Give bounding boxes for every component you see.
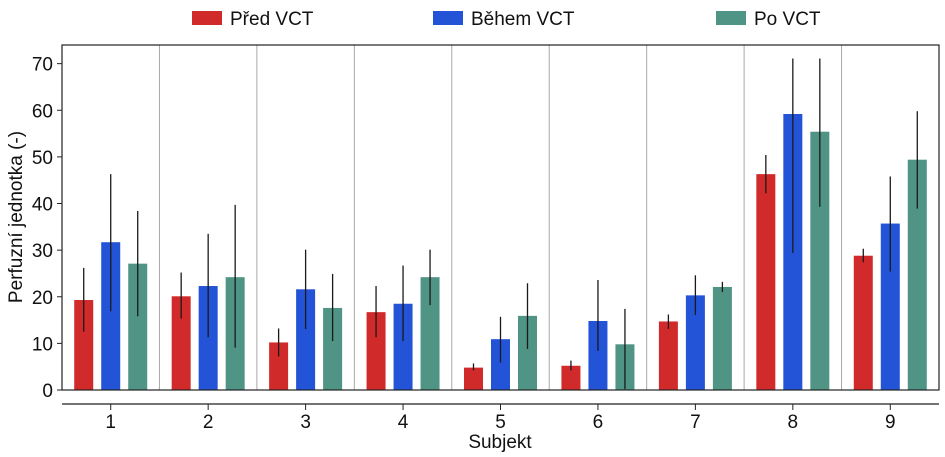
x-tick-label-4: 4: [398, 412, 409, 433]
bar-pred-vct-subjekt-1: [74, 300, 94, 390]
y-axis-title: Perfuzní jednotka (-): [6, 131, 27, 303]
bar-pred-vct-subjekt-5: [464, 367, 483, 390]
bar-behem-vct-subjekt-5: [491, 339, 510, 390]
legend-swatch-po-vct: [716, 11, 746, 25]
legend-swatch-pred-vct: [192, 11, 222, 25]
y-tick-label-20: 20: [32, 288, 53, 309]
bar-po-vct-subjekt-8: [810, 131, 830, 390]
bar-behem-vct-subjekt-4: [393, 303, 413, 390]
x-axis-title: Subjekt: [468, 432, 532, 453]
x-tick-label-2: 2: [203, 412, 214, 433]
bar-behem-vct-subjekt-3: [296, 289, 316, 390]
legend-label-po-vct: Po VCT: [754, 9, 821, 30]
bar-pred-vct-subjekt-2: [171, 296, 191, 390]
legend: Před VCT Během VCT Po VCT: [192, 9, 821, 30]
legend-label-pred-vct: Před VCT: [230, 9, 314, 30]
bar-pred-vct-subjekt-3: [269, 342, 289, 390]
y-tick-label-40: 40: [32, 195, 53, 216]
bar-po-vct-subjekt-9: [907, 159, 927, 390]
bar-behem-vct-subjekt-1: [101, 242, 121, 390]
x-tick-label-3: 3: [300, 412, 311, 433]
bar-pred-vct-subjekt-8: [756, 174, 776, 390]
x-tick-label-7: 7: [690, 412, 701, 433]
y-tick-label-0: 0: [42, 381, 53, 402]
y-tick-label-50: 50: [32, 148, 53, 169]
bar-pred-vct-subjekt-7: [658, 321, 678, 390]
bar-behem-vct-subjekt-2: [198, 286, 218, 390]
y-tick-label-10: 10: [32, 334, 53, 355]
x-tick-label-5: 5: [495, 412, 506, 433]
bar-pred-vct-subjekt-6: [561, 365, 581, 390]
legend-swatch-behem-vct: [433, 11, 463, 25]
x-tick-label-8: 8: [788, 412, 799, 433]
x-tick-label-9: 9: [885, 412, 896, 433]
bar-po-vct-subjekt-4: [420, 277, 440, 390]
y-tick-label-30: 30: [32, 241, 53, 262]
bar-behem-vct-subjekt-9: [880, 223, 900, 390]
bar-po-vct-subjekt-1: [128, 263, 148, 390]
bar-behem-vct-subjekt-6: [588, 321, 608, 390]
x-tick-label-6: 6: [593, 412, 604, 433]
x-tick-label-1: 1: [105, 412, 116, 433]
bar-pred-vct-subjekt-4: [366, 312, 386, 390]
legend-label-behem-vct: Během VCT: [471, 9, 575, 30]
y-tick-label-70: 70: [32, 55, 53, 76]
y-tick-label-60: 60: [32, 101, 53, 122]
bar-behem-vct-subjekt-7: [685, 295, 705, 390]
bar-pred-vct-subjekt-9: [853, 255, 873, 390]
bar-po-vct-subjekt-7: [712, 286, 732, 390]
bar-po-vct-subjekt-5: [518, 315, 537, 390]
plot-frame: [61, 44, 940, 391]
bar-po-vct-subjekt-3: [323, 307, 343, 390]
